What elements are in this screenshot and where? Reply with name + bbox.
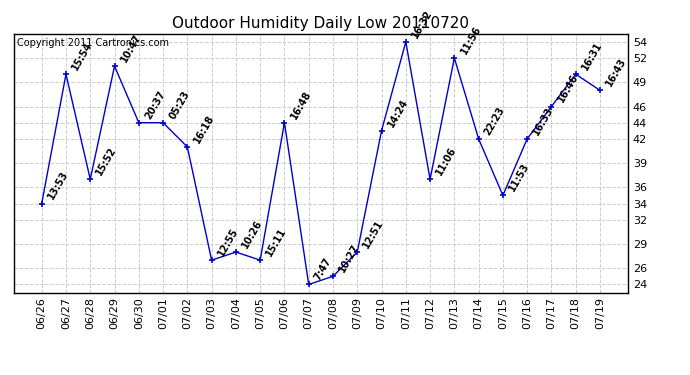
Text: 20:37: 20:37	[143, 88, 167, 120]
Text: 16:48: 16:48	[288, 88, 313, 120]
Text: 16:46: 16:46	[555, 72, 580, 104]
Text: 14:24: 14:24	[386, 97, 410, 129]
Title: Outdoor Humidity Daily Low 20110720: Outdoor Humidity Daily Low 20110720	[172, 16, 469, 31]
Text: 10:47: 10:47	[119, 32, 143, 64]
Text: 16:33: 16:33	[531, 105, 555, 137]
Text: 10:26: 10:26	[240, 218, 264, 250]
Text: 11:06: 11:06	[434, 145, 458, 177]
Text: 16:31: 16:31	[580, 40, 604, 72]
Text: 12:55: 12:55	[216, 226, 240, 258]
Text: 7:47: 7:47	[313, 256, 334, 282]
Text: 16:18: 16:18	[192, 113, 216, 145]
Text: 15:52: 15:52	[95, 145, 119, 177]
Text: 15:11: 15:11	[264, 226, 288, 258]
Text: 13:53: 13:53	[46, 170, 70, 201]
Text: 22:23: 22:23	[483, 105, 507, 137]
Text: 12:51: 12:51	[362, 218, 386, 250]
Text: Copyright 2011 Cartronics.com: Copyright 2011 Cartronics.com	[17, 38, 169, 48]
Text: 11:53: 11:53	[507, 162, 531, 193]
Text: 10:27: 10:27	[337, 242, 362, 274]
Text: 05:23: 05:23	[167, 88, 191, 120]
Text: 15:54: 15:54	[70, 40, 95, 72]
Text: 11:56: 11:56	[459, 24, 483, 56]
Text: 16:43: 16:43	[604, 56, 629, 88]
Text: 16:32: 16:32	[410, 8, 434, 40]
